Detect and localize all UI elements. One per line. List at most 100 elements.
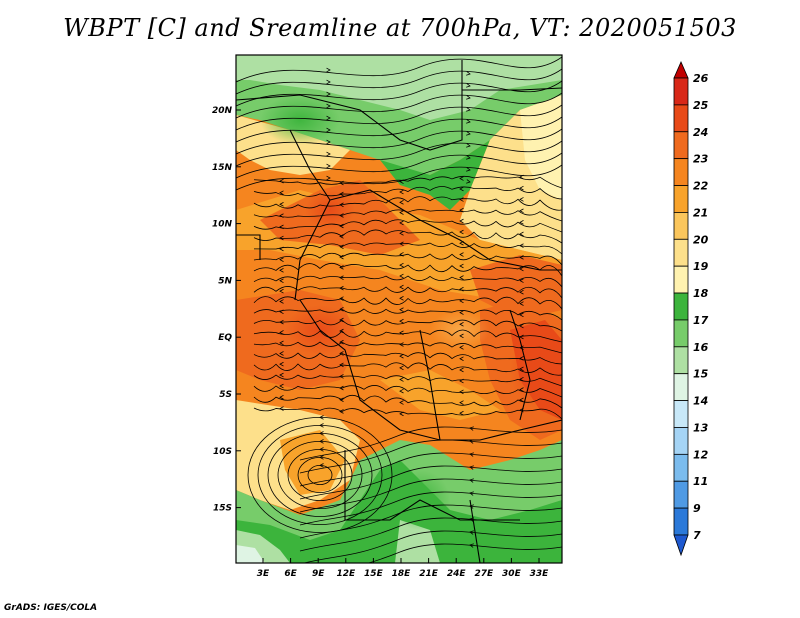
- colorbar-swatch: [673, 507, 689, 536]
- streamline-arrow: [519, 243, 524, 248]
- colorbar-top-arrow: [673, 61, 689, 79]
- lon-label: 15E: [364, 569, 384, 579]
- streamline-arrow: [519, 220, 524, 225]
- lat-label: 5N: [218, 276, 232, 286]
- streamline: [253, 374, 562, 387]
- lon-label: 3E: [257, 569, 270, 579]
- streamline: [253, 407, 562, 420]
- streamline-arrow: [326, 79, 331, 85]
- streamline-arrow: [399, 262, 404, 268]
- streamline: [253, 319, 562, 332]
- streamline-arrow: [339, 275, 344, 280]
- streamline-arrow: [399, 365, 404, 371]
- map-title: WBPT [C] and Sreamline at 700hPa, VT: 20…: [63, 14, 737, 42]
- streamline-arrow: [339, 265, 344, 270]
- colorbar-label: 18: [693, 287, 709, 300]
- streamline-arrow: [519, 197, 524, 202]
- colorbar-label: 21: [693, 206, 708, 219]
- streamline-arrow: [279, 299, 284, 304]
- streamline-arrow: [466, 119, 471, 124]
- streamline-arrow: [279, 278, 284, 284]
- streamline-arrow: [399, 307, 404, 312]
- streamline: [236, 152, 562, 179]
- colorbar-swatch: [673, 400, 689, 428]
- streamline-arrow: [399, 252, 404, 257]
- streamline-arrow: [279, 351, 284, 356]
- streamline: [236, 104, 562, 131]
- streamline-arrow: [399, 353, 404, 359]
- streamline-arrow: [279, 224, 284, 230]
- streamline-arrow: [519, 387, 524, 392]
- colorbar-label: 25: [693, 99, 709, 112]
- streamline-arrow: [519, 323, 524, 329]
- streamline-arrow: [279, 246, 284, 252]
- streamline-arrow: [399, 210, 404, 215]
- streamline-arrow: [279, 268, 284, 273]
- lon-label: 24E: [447, 569, 467, 579]
- streamline: [299, 478, 562, 513]
- streamline: [253, 229, 562, 244]
- streamline-arrow: [519, 289, 524, 295]
- colorbar-label: 13: [693, 421, 709, 434]
- lon-label: 18E: [392, 569, 412, 579]
- latitude-axis: 20N 15N 10N 5N EQ 5S 10S 15S: [212, 106, 241, 514]
- streamline: [277, 441, 363, 509]
- streamline-arrow: [459, 176, 464, 181]
- streamline-arrow: [466, 71, 471, 76]
- streamline-arrow: [399, 330, 404, 336]
- streamline-arrow: [399, 342, 404, 347]
- streamline: [236, 164, 562, 191]
- streamline-arrow: [339, 285, 344, 291]
- streamline-arrow: [326, 103, 331, 109]
- streamline: [253, 196, 562, 211]
- streamline-arrow: [466, 179, 471, 184]
- streamline-arrow: [279, 309, 284, 315]
- streamline-arrow: [399, 388, 404, 394]
- streamline: [253, 242, 562, 255]
- colorbar-swatch: [673, 427, 689, 455]
- lat-label: EQ: [218, 333, 232, 343]
- colorbar-label: 26: [693, 72, 709, 85]
- streamline-arrow: [519, 266, 524, 272]
- streamline-arrow: [519, 312, 524, 318]
- streamline-arrow: [339, 202, 344, 208]
- colorbar-swatch: [673, 212, 689, 240]
- lon-label: 30E: [502, 569, 522, 579]
- streamline-arrow: [466, 155, 471, 160]
- colorbar-label: 16: [693, 341, 709, 354]
- streamline-arrow: [469, 465, 474, 470]
- colorbar-swatch: [673, 480, 689, 509]
- streamline-arrow: [339, 254, 344, 260]
- streamline-arrow: [459, 367, 464, 373]
- streamline-arrow: [326, 91, 331, 97]
- streamline-arrow: [339, 409, 344, 414]
- streamline-arrow: [459, 186, 464, 192]
- streamline-arrow: [339, 374, 344, 379]
- streamline-arrow: [326, 163, 331, 169]
- streamline-arrow: [326, 139, 331, 145]
- streamline-arrow: [519, 376, 524, 382]
- colorbar-label: 7: [693, 529, 701, 542]
- colorbar-swatch: [673, 346, 689, 375]
- streamline-arrow: [399, 220, 404, 226]
- streamline: [253, 341, 562, 354]
- streamline-arrow: [519, 397, 524, 403]
- lat-label: 10N: [212, 220, 233, 230]
- streamline-arrow: [339, 397, 344, 403]
- streamline: [299, 452, 562, 487]
- streamline: [297, 457, 343, 493]
- lon-label: 21E: [419, 569, 439, 579]
- streamline-arrow: [339, 213, 344, 218]
- streamline: [253, 219, 562, 233]
- country-borders: [236, 60, 562, 563]
- streamline-arrow: [279, 178, 284, 184]
- streamline: [253, 385, 562, 398]
- streamline-arrow: [339, 351, 344, 356]
- streamline: [299, 439, 562, 474]
- streamline-arrow: [519, 334, 524, 340]
- streamline: [253, 252, 562, 266]
- streamline-arrow: [459, 400, 464, 405]
- colorbar-label: 11: [693, 475, 708, 488]
- streamline: [236, 140, 562, 167]
- streamline: [253, 394, 562, 409]
